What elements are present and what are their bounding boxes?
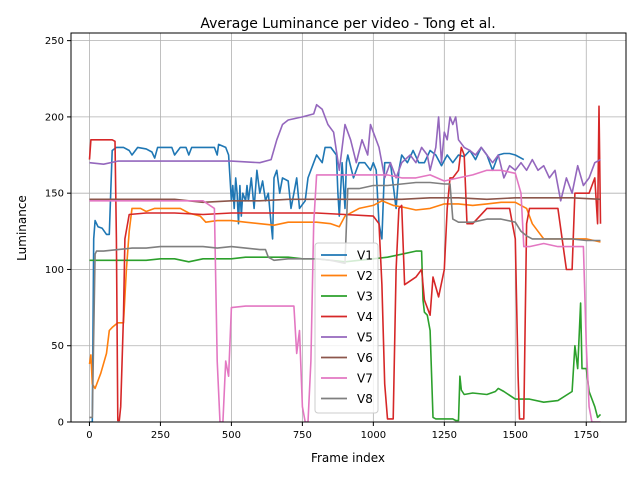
series-line-v3 — [89, 250, 602, 422]
x-tick-label: 1000 — [361, 430, 386, 441]
y-tick-label: 100 — [45, 265, 64, 276]
y-tick-label: 0 — [58, 418, 64, 429]
y-tick-label: 150 — [45, 189, 64, 200]
x-tick-label: 1250 — [432, 430, 457, 441]
x-tick-label: 1500 — [503, 430, 528, 441]
legend-label: V1 — [357, 249, 373, 263]
legend-label: V6 — [357, 351, 373, 365]
chart-title: Average Luminance per video - Tong et al… — [200, 16, 495, 32]
legend-label: V2 — [357, 269, 373, 283]
legend: V1 V2 V3 V4 V5 V6 V7 V8 — [314, 242, 379, 414]
y-axis-label: Luminance — [15, 195, 29, 261]
legend-label: V7 — [357, 372, 373, 386]
x-tick-label: 750 — [293, 430, 312, 441]
y-tick-label: 50 — [51, 341, 64, 352]
y-tick-label: 250 — [45, 36, 64, 47]
series-line-v7 — [89, 169, 601, 422]
x-tick-label: 0 — [86, 430, 92, 441]
x-axis-label: Frame index — [311, 451, 385, 465]
x-tick-label: 1750 — [574, 430, 599, 441]
series-line-v5 — [89, 103, 601, 202]
legend-label: V3 — [357, 290, 373, 304]
series-line-v6 — [89, 197, 601, 204]
y-tick-label: 200 — [45, 112, 64, 123]
legend-box — [314, 242, 379, 414]
x-tick-label: 250 — [151, 430, 170, 441]
x-tick-label: 500 — [222, 430, 241, 441]
legend-label: V5 — [357, 331, 373, 345]
y-axis-ticks: 0 50 100 150 200 250 — [45, 36, 71, 429]
plot-area-frame — [70, 32, 627, 423]
series-line-v1 — [89, 143, 525, 422]
legend-label: V4 — [357, 310, 373, 324]
legend-label: V8 — [357, 392, 373, 406]
x-axis-ticks: 0 250 500 750 1000 1250 1500 1750 — [86, 422, 599, 441]
series-line-v4 — [88, 105, 602, 422]
